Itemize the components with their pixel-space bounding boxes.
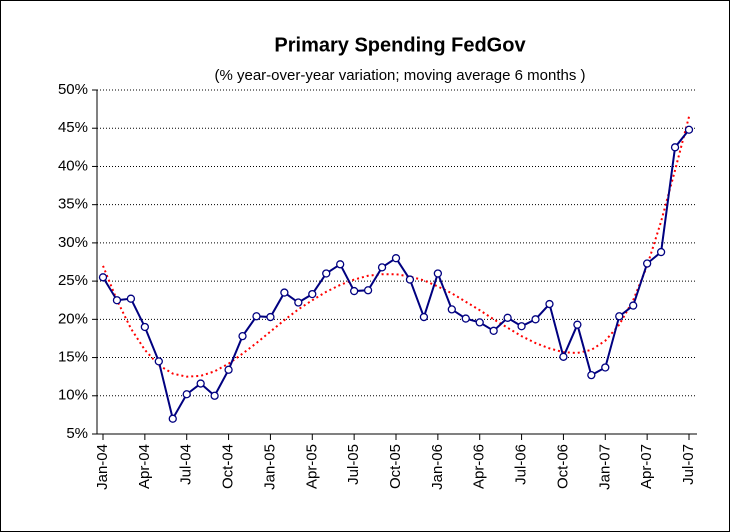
data-point [280,288,289,297]
chart-title: Primary Spending FedGov [274,34,526,56]
y-tick-label: 50% [58,81,88,98]
data-point [182,390,191,399]
data-point [308,289,317,299]
data-point [642,259,652,268]
x-tick-label: Apr-06 [471,444,488,489]
data-point [112,296,122,305]
data-point [322,269,331,278]
x-tick-label: Apr-04 [136,444,153,489]
data-point [363,286,373,295]
chart-subtitle: (% year-over-year variation; moving aver… [215,67,586,84]
data-point [405,275,415,284]
data-point [461,314,470,323]
x-tick-label: Oct-04 [220,444,237,489]
data-point [531,315,540,324]
data-point [545,299,554,309]
data-point [349,286,359,296]
y-tick-label: 20% [58,310,88,327]
data-point [419,312,429,322]
data-point [294,298,303,307]
data-point [140,322,150,332]
x-tick-label: Jan-06 [429,444,446,490]
x-tick-label: Jan-05 [261,444,278,490]
data-point [670,143,680,152]
data-point [447,305,456,314]
data-point [615,312,624,321]
data-point [559,352,568,361]
y-tick-label: 40% [58,157,88,174]
data-point [377,263,387,272]
y-tick-label: 35% [58,196,88,213]
y-tick-label: 30% [58,234,88,251]
x-tick-label: Jul-05 [345,444,362,485]
x-tick-label: Oct-06 [554,444,571,489]
y-tick-label: 5% [66,425,88,442]
x-tick-label: Jul-07 [680,444,697,485]
y-tick-label: 10% [58,387,88,404]
data-point [587,370,596,380]
x-tick-label: Jul-04 [178,444,195,485]
data-point [684,125,694,134]
x-tick-label: Oct-05 [387,444,404,489]
y-tick-label: 25% [58,272,88,289]
data-point [196,379,205,388]
y-tick-label: 45% [58,119,88,136]
x-tick-label: Jan-07 [596,444,613,490]
data-point [238,332,247,341]
data-point [252,312,261,321]
data-point [433,269,443,278]
data-point [266,312,275,322]
data-point [489,326,498,335]
x-tick-label: Apr-05 [303,444,320,489]
data-point [503,313,512,322]
data-point [224,365,233,374]
data-point [154,357,163,366]
data-point [573,320,582,329]
data-point [210,391,219,400]
data-point [126,294,136,303]
data-point [98,273,108,282]
data-point [168,414,177,423]
data-point [629,301,638,310]
data-point [475,318,484,327]
data-point [601,363,610,372]
y-tick-label: 15% [58,349,88,366]
x-tick-label: Jan-04 [94,444,111,490]
x-tick-label: Apr-07 [638,444,655,489]
data-point [391,254,401,263]
data-point [656,247,666,257]
x-tick-label: Jul-06 [513,444,530,485]
data-point [336,260,345,269]
data-point [517,322,526,331]
